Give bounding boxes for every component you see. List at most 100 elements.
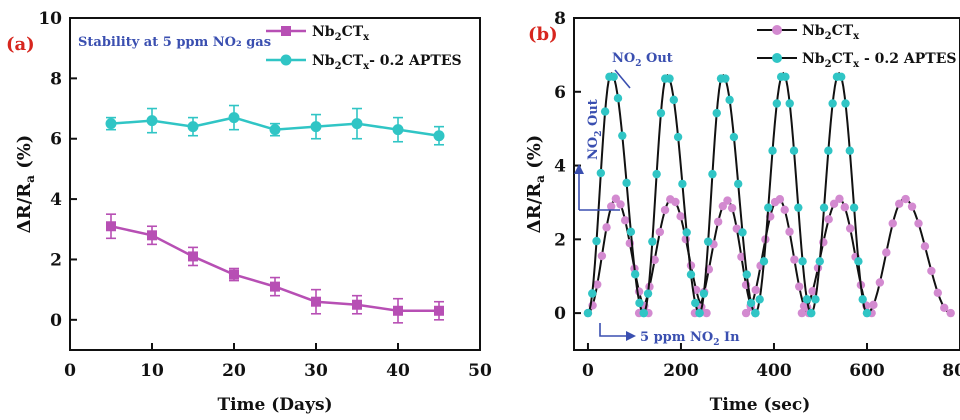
panel-a-annotation: Stability at 5 ppm NO₂ gas [78,35,271,50]
data-point-nb2ctx-aptes [837,72,846,82]
data-point-nb2ctx-aptes [392,124,404,136]
legend-item-b-nb2ctx-aptes: Nb2CTx - 0.2 APTES [757,51,956,70]
arrow-no2-out-vertical [578,172,620,211]
panel-b-y-tick-label: 6 [554,83,566,103]
panel-b-x-tick-label: 200 [663,361,699,381]
data-point-nb2ctx-aptes [781,72,790,82]
data-point-nb2ctx-aptes [146,115,158,127]
data-point-nb2ctx [946,308,955,318]
annotation-no2-out-vertical: NO2 Out [586,99,604,160]
data-point-nb2ctx-aptes [691,298,700,308]
data-point-nb2ctx [927,266,936,276]
response-curve-nb2ctx-aptes [642,73,701,314]
data-point-nb2ctx [352,299,362,310]
data-point-nb2ctx-aptes [648,237,657,246]
data-point-nb2ctx-aptes [228,112,240,124]
data-point-nb2ctx [620,216,630,225]
annotation-no2-out-top: NO2 Out [612,51,673,69]
data-point-nb2ctx-aptes [187,121,199,133]
data-point-nb2ctx [650,255,659,265]
data-point-nb2ctx [794,282,804,291]
data-point-nb2ctx [808,286,817,296]
data-point-nb2ctx-aptes [746,298,756,308]
panel-a-x-tick-label: 50 [468,361,492,381]
data-point-nb2ctx-aptes [768,146,777,155]
panel-b-frame [573,17,960,351]
data-point-nb2ctx [797,308,807,318]
data-point-nb2ctx-aptes [643,289,653,298]
data-point-nb2ctx [434,305,444,316]
data-point-nb2ctx [780,205,789,215]
arrow-no2-in [599,323,626,337]
data-point-nb2ctx-aptes [613,94,623,103]
data-point-nb2ctx [660,205,670,215]
data-point-nb2ctx-aptes [678,179,687,189]
data-point-nb2ctx [727,203,737,213]
data-point-nb2ctx-aptes [351,118,363,130]
panel-a-y-tick-label: 0 [50,311,62,331]
panel-b-ticks: 0 200 400 600 800 0 2 4 6 8 [554,9,960,381]
data-point-nb2ctx [907,202,917,211]
data-point-nb2ctx-aptes [742,270,751,279]
data-point-nb2ctx-aptes [858,295,867,304]
data-point-nb2ctx-aptes [828,99,837,108]
legend-marker-square [281,26,291,36]
data-point-nb2ctx-aptes [738,228,747,237]
data-point-nb2ctx-aptes [695,308,704,318]
response-curve-nb2ctx [587,197,649,315]
data-point-nb2ctx-aptes [600,107,610,116]
data-point-nb2ctx [671,197,680,207]
panel-a-y-tick-label: 6 [50,130,62,150]
arrow-no2-out-top [614,69,631,89]
panel-a-x-tick-label: 20 [222,361,246,381]
legend-label-nb2ctx-aptes: Nb2CTx- 0.2 APTES [312,53,462,72]
data-point-nb2ctx-aptes [845,146,855,155]
data-point-nb2ctx [741,308,751,318]
data-point-nb2ctx-aptes [626,227,636,237]
data-point-nb2ctx [775,195,785,204]
legend-marker-b-nb2ctx-aptes [772,53,782,63]
data-point-nb2ctx [894,199,904,208]
data-point-nb2ctx-aptes [656,108,666,118]
data-point-nb2ctx [845,224,855,233]
data-point-nb2ctx [751,285,760,295]
data-point-nb2ctx-aptes [806,308,816,318]
data-point-nb2ctx [888,219,897,228]
data-point-nb2ctx [106,221,116,232]
panel-b-y-tick-label: 4 [554,157,566,177]
legend-label-b-nb2ctx: Nb2CTx [802,23,860,42]
data-point-nb2ctx [713,217,723,226]
data-point-nb2ctx [593,280,602,289]
data-point-nb2ctx [602,223,611,232]
panel-a-y-tick-label: 8 [50,69,62,89]
data-point-nb2ctx-aptes [819,203,829,212]
data-point-nb2ctx-aptes [794,203,803,212]
data-point-nb2ctx-aptes [703,237,713,246]
data-point-nb2ctx-aptes [824,146,833,155]
legend-item-nb2ctx: Nb2CTx [266,24,370,43]
data-point-nb2ctx [616,200,625,209]
data-point-nb2ctx-aptes [785,99,794,108]
data-point-nb2ctx [702,308,711,318]
panel-b-x-tick-label: 800 [942,361,960,381]
panel-a: 0 10 20 30 40 50 0 2 4 6 8 10 (a) Stability at 5 pp… [6,9,492,415]
data-point-nb2ctx-aptes [802,295,812,304]
data-point-nb2ctx-aptes [596,168,606,178]
data-point-nb2ctx-aptes [841,99,850,108]
data-point-nb2ctx [229,269,239,280]
panel-a-frame [69,17,481,351]
panel-b-legend: Nb2CTx Nb2CTx - 0.2 APTES [757,23,956,70]
data-point-nb2ctx-aptes [588,289,597,298]
data-point-nb2ctx-aptes [798,257,807,266]
data-point-nb2ctx-aptes [811,295,820,304]
panel-a-plot [105,104,445,324]
data-point-nb2ctx [785,227,794,236]
data-point-nb2ctx [270,281,280,292]
panel-a-ticks: 0 10 20 30 40 50 0 2 4 6 8 10 [38,9,492,381]
data-point-nb2ctx-aptes [849,203,859,212]
data-point-nb2ctx-aptes [721,74,730,83]
panel-a-x-tick-label: 10 [140,361,164,381]
data-point-nb2ctx [718,201,728,211]
data-point-nb2ctx-aptes [734,179,743,189]
